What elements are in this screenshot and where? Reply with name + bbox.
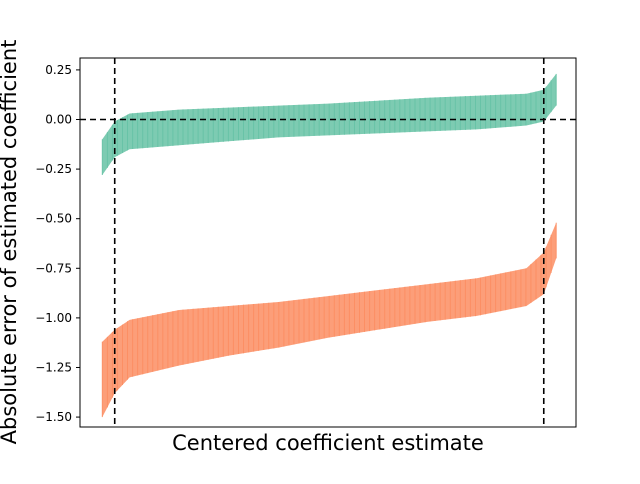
y-tick-label: −1.50 bbox=[35, 410, 72, 424]
plot-frame bbox=[79, 57, 577, 428]
y-tick-label: −0.75 bbox=[35, 261, 72, 275]
y-tick-label: 0.25 bbox=[45, 63, 72, 77]
y-tick-label: 0.00 bbox=[45, 113, 72, 127]
reference-lines bbox=[80, 58, 576, 427]
y-axis: 0.25 0.00 −0.25 −0.50 −0.75 −1.00 −1.25 −1.50 bbox=[35, 63, 80, 424]
y-tick-label: −0.25 bbox=[35, 162, 72, 176]
y-tick-label: −1.25 bbox=[35, 360, 72, 374]
y-axis-label: Absolute error of estimated coefficient bbox=[0, 40, 21, 445]
y-tick-label: −1.00 bbox=[35, 311, 72, 325]
x-axis-label: Centered coefficient estimate bbox=[172, 431, 484, 455]
y-tick-label: −0.50 bbox=[35, 212, 72, 226]
band-layer bbox=[101, 73, 557, 418]
